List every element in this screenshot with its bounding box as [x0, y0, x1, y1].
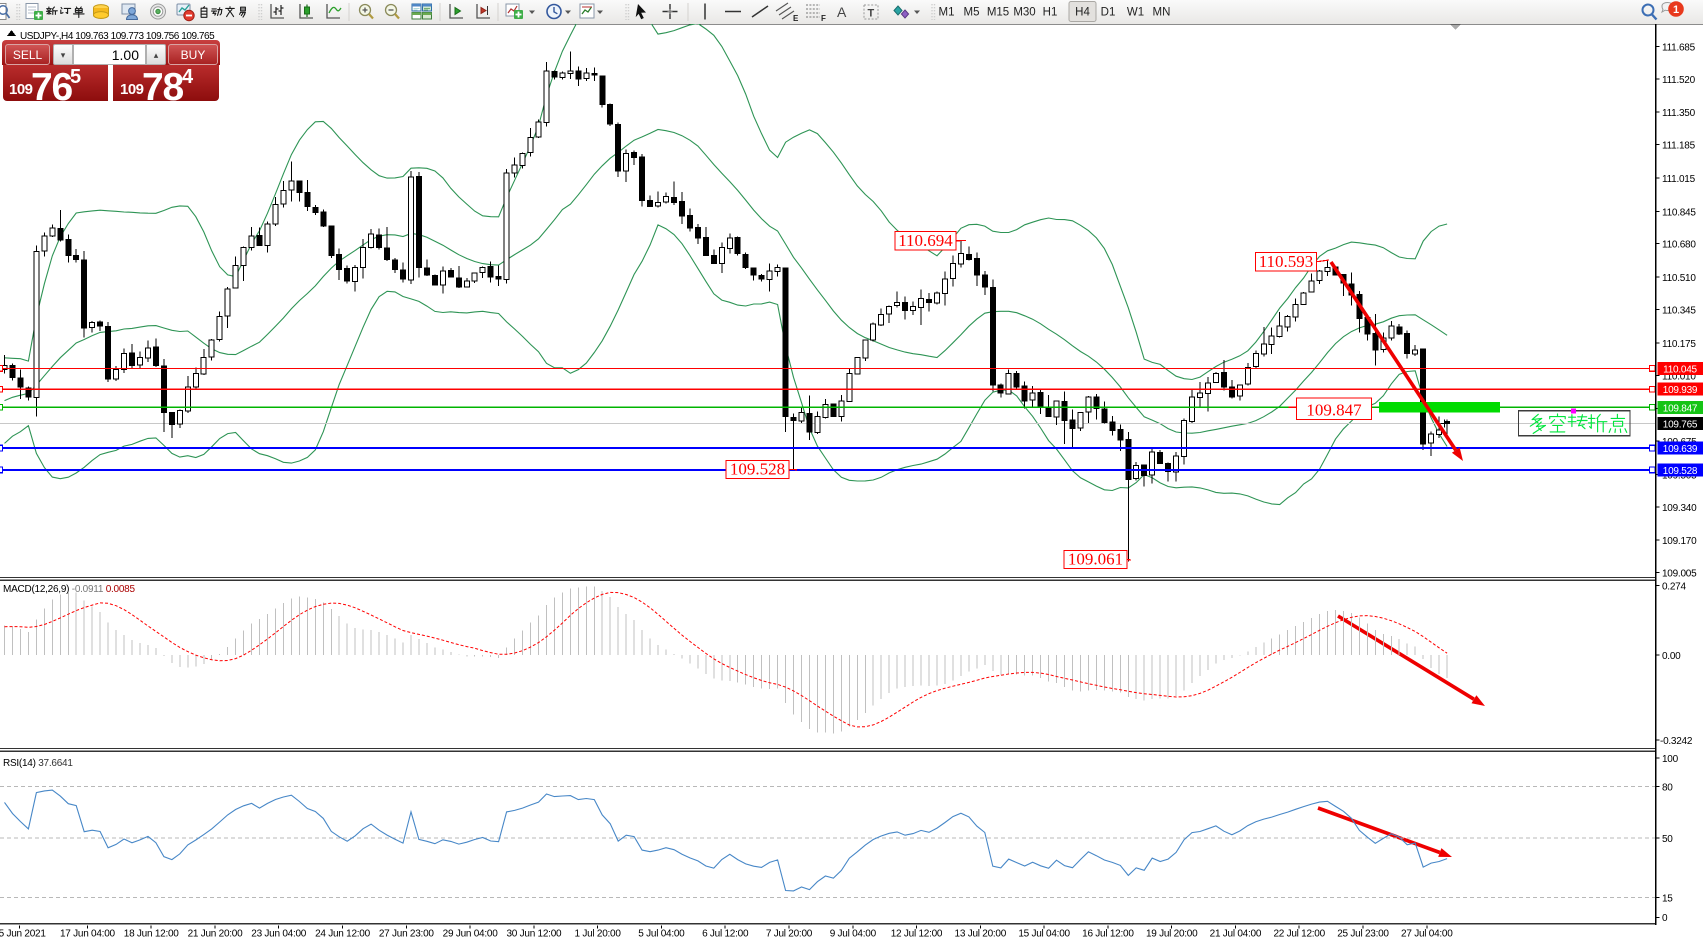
- svg-text:110.680: 110.680: [1662, 240, 1696, 251]
- svg-text:6 Jul 12:00: 6 Jul 12:00: [702, 929, 749, 940]
- svg-text:H1: H1: [1043, 7, 1058, 19]
- svg-text:D1: D1: [1101, 7, 1116, 19]
- svg-text:16 Jul 12:00: 16 Jul 12:00: [1082, 929, 1134, 940]
- svg-text:110.845: 110.845: [1662, 207, 1696, 218]
- svg-text:110.345: 110.345: [1662, 306, 1696, 317]
- svg-text:9 Jul 04:00: 9 Jul 04:00: [830, 929, 877, 940]
- svg-text:1 Jul 20:00: 1 Jul 20:00: [575, 929, 622, 940]
- svg-text:15 Jul 04:00: 15 Jul 04:00: [1018, 929, 1070, 940]
- svg-text:109.340: 109.340: [1662, 503, 1697, 514]
- svg-text:MACD(12,26,9) -0.0911 0.0085: MACD(12,26,9) -0.0911 0.0085: [3, 584, 135, 595]
- svg-text:USDJPY-,H4 109.763 109.773 10: USDJPY-,H4 109.763 109.773 109.756 109.7…: [20, 31, 215, 42]
- svg-text:109.939: 109.939: [1663, 385, 1698, 396]
- svg-text:21 Jun 20:00: 21 Jun 20:00: [188, 929, 244, 940]
- svg-text:F: F: [821, 14, 826, 23]
- svg-text:13 Jul 20:00: 13 Jul 20:00: [955, 929, 1007, 940]
- svg-text:W1: W1: [1127, 7, 1144, 19]
- svg-text:18 Jun 12:00: 18 Jun 12:00: [124, 929, 180, 940]
- svg-text:T: T: [868, 8, 875, 20]
- svg-text:25 Jul 23:00: 25 Jul 23:00: [1337, 929, 1389, 940]
- svg-text:M30: M30: [1013, 7, 1035, 19]
- svg-text:12 Jul 12:00: 12 Jul 12:00: [891, 929, 943, 940]
- svg-text:109.170: 109.170: [1662, 536, 1697, 547]
- svg-text:MN: MN: [1153, 7, 1171, 19]
- svg-text:111.520: 111.520: [1662, 75, 1696, 86]
- svg-text:15: 15: [1662, 894, 1673, 905]
- svg-text:24 Jun 12:00: 24 Jun 12:00: [315, 929, 371, 940]
- svg-text:109.847: 109.847: [1306, 401, 1362, 420]
- svg-text:22 Jul 12:00: 22 Jul 12:00: [1273, 929, 1325, 940]
- svg-text:23 Jun 04:00: 23 Jun 04:00: [251, 929, 307, 940]
- svg-text:100: 100: [1662, 754, 1679, 765]
- svg-text:H4: H4: [1075, 7, 1090, 19]
- svg-text:110.694: 110.694: [898, 231, 953, 250]
- svg-text:111.015: 111.015: [1662, 174, 1696, 185]
- svg-text:5 Jul 04:00: 5 Jul 04:00: [638, 929, 685, 940]
- svg-text:110.010: 110.010: [1662, 371, 1696, 382]
- svg-text:109.765: 109.765: [1663, 419, 1698, 430]
- svg-text:50: 50: [1662, 834, 1673, 845]
- svg-text:0.00: 0.00: [1662, 651, 1681, 662]
- svg-text:27 Jul 04:00: 27 Jul 04:00: [1401, 929, 1453, 940]
- svg-text:110.510: 110.510: [1662, 273, 1696, 284]
- svg-text:E: E: [793, 14, 799, 23]
- svg-text:109.005: 109.005: [1662, 569, 1697, 580]
- svg-text:M15: M15: [987, 7, 1009, 19]
- svg-text:A: A: [837, 4, 847, 20]
- svg-text:109.639: 109.639: [1663, 444, 1698, 455]
- svg-text:111.685: 111.685: [1662, 43, 1696, 54]
- svg-text:0: 0: [1662, 913, 1668, 924]
- svg-text:M1: M1: [939, 7, 955, 19]
- svg-text:17 Jun 04:00: 17 Jun 04:00: [60, 929, 116, 940]
- svg-text:110.175: 110.175: [1662, 339, 1696, 350]
- svg-text:M5: M5: [964, 7, 980, 19]
- svg-text:7 Jul 20:00: 7 Jul 20:00: [766, 929, 813, 940]
- svg-text:109.528: 109.528: [730, 460, 785, 479]
- svg-text:RSI(14) 37.6641: RSI(14) 37.6641: [3, 758, 73, 769]
- svg-text:21 Jul 04:00: 21 Jul 04:00: [1210, 929, 1262, 940]
- svg-text:110.593: 110.593: [1259, 252, 1314, 271]
- svg-text:111.185: 111.185: [1662, 141, 1696, 152]
- svg-text:109.061: 109.061: [1068, 550, 1123, 569]
- svg-text:27 Jun 23:00: 27 Jun 23:00: [379, 929, 435, 940]
- svg-text:15 Jun 2021: 15 Jun 2021: [0, 929, 46, 940]
- svg-text:1: 1: [1673, 4, 1679, 16]
- svg-text:0.274: 0.274: [1662, 582, 1686, 593]
- svg-text:29 Jun 04:00: 29 Jun 04:00: [443, 929, 499, 940]
- svg-text:110.045: 110.045: [1663, 364, 1697, 375]
- svg-text:30 Jun 12:00: 30 Jun 12:00: [506, 929, 562, 940]
- svg-text:109.847: 109.847: [1663, 403, 1698, 414]
- svg-text:109.528: 109.528: [1663, 466, 1698, 477]
- svg-text:111.350: 111.350: [1662, 108, 1696, 119]
- svg-text:80: 80: [1662, 783, 1673, 794]
- svg-text:19 Jul 20:00: 19 Jul 20:00: [1146, 929, 1198, 940]
- svg-text:-0.3242: -0.3242: [1660, 736, 1693, 747]
